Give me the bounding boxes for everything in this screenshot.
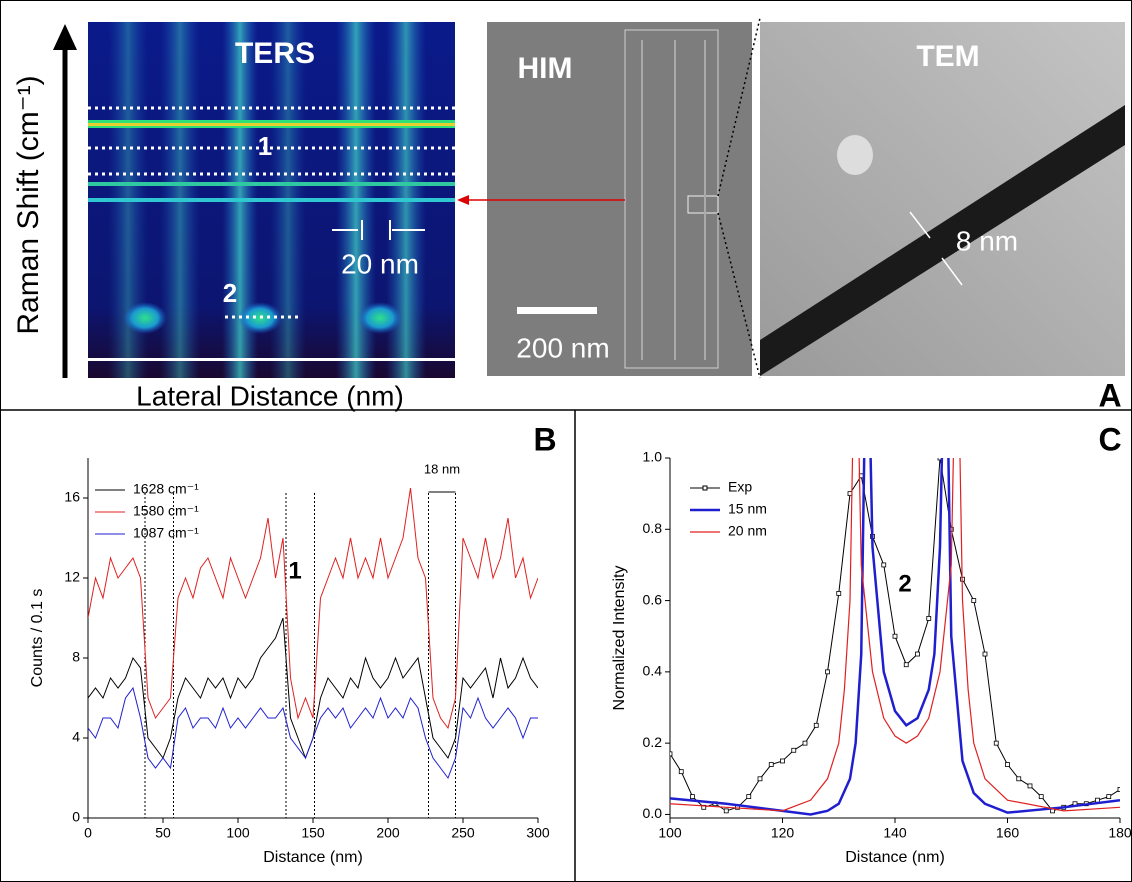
x-tick-label: 100 bbox=[226, 825, 250, 841]
legend-label: 1087 cm⁻¹ bbox=[133, 525, 199, 541]
x-tick-label: 100 bbox=[658, 825, 682, 841]
zoom-lines bbox=[717, 17, 761, 379]
axis-arrow-head bbox=[53, 24, 77, 50]
data-point bbox=[1106, 794, 1112, 800]
panel-label: C bbox=[1098, 421, 1121, 457]
series-line bbox=[670, 458, 1120, 812]
data-point bbox=[1095, 797, 1100, 803]
data-point bbox=[780, 758, 785, 764]
data-point bbox=[1038, 794, 1044, 800]
data-point bbox=[993, 740, 999, 746]
legend-label: 20 nm bbox=[728, 523, 767, 539]
y-axis-title: Raman Shift (cm⁻¹) bbox=[12, 75, 45, 334]
y-tick-label: 0.0 bbox=[643, 805, 663, 821]
region-label: 2 bbox=[223, 278, 237, 308]
y-tick-label: 0 bbox=[72, 809, 80, 825]
data-point bbox=[678, 769, 684, 775]
region-label: 1 bbox=[258, 131, 272, 161]
legend-marker bbox=[702, 485, 708, 491]
link-arrow-head bbox=[457, 195, 469, 205]
x-tick-label: 150 bbox=[301, 825, 325, 841]
data-point bbox=[1117, 787, 1120, 792]
legend-label: 1580 cm⁻¹ bbox=[133, 503, 199, 519]
y-tick-label: 12 bbox=[64, 569, 80, 585]
y-tick-label: 0.6 bbox=[643, 591, 663, 607]
panel-label: A bbox=[1098, 377, 1121, 413]
width-label: 8 nm bbox=[956, 225, 1018, 256]
data-point bbox=[802, 740, 808, 746]
series-line bbox=[670, 458, 1120, 816]
annotation: 2 bbox=[898, 570, 911, 597]
y-tick-label: 8 bbox=[72, 649, 80, 665]
data-point bbox=[892, 633, 898, 639]
ters-image bbox=[88, 22, 455, 378]
x-axis-title: Lateral Distance (nm) bbox=[136, 380, 404, 411]
x-axis-title: Distance (nm) bbox=[263, 849, 363, 866]
data-point bbox=[768, 762, 774, 767]
data-point bbox=[791, 747, 797, 753]
data-point bbox=[1027, 783, 1033, 789]
x-tick-label: 160 bbox=[996, 825, 1020, 841]
legend-label: Exp bbox=[728, 479, 752, 495]
him-image bbox=[487, 22, 752, 376]
y-axis-title: Counts / 0.1 s bbox=[29, 589, 46, 688]
data-point bbox=[813, 722, 819, 728]
data-point bbox=[903, 662, 909, 668]
series-line bbox=[88, 487, 538, 730]
x-axis-title: Distance (nm) bbox=[845, 849, 945, 866]
x-tick-label: 140 bbox=[883, 825, 907, 841]
tem-title: TEM bbox=[916, 40, 979, 73]
annotation: 1 bbox=[288, 557, 301, 584]
series-line bbox=[88, 686, 538, 780]
data-point bbox=[881, 562, 887, 568]
data-point bbox=[723, 808, 729, 814]
y-tick-label: 1.0 bbox=[643, 449, 663, 465]
data-point bbox=[971, 598, 977, 603]
y-tick-label: 4 bbox=[72, 729, 80, 745]
y-tick-label: 0.4 bbox=[643, 663, 663, 679]
y-tick-label: 16 bbox=[64, 489, 80, 505]
x-tick-label: 0 bbox=[84, 825, 92, 841]
scale-bar-label: 200 nm bbox=[516, 332, 609, 363]
x-tick-label: 250 bbox=[451, 825, 475, 841]
y-axis-title: Normalized Intensity bbox=[611, 566, 628, 711]
data-point bbox=[1005, 762, 1010, 767]
data-point bbox=[926, 615, 932, 621]
data-point bbox=[670, 751, 673, 757]
data-point bbox=[825, 669, 830, 675]
data-point bbox=[937, 458, 943, 461]
data-point bbox=[757, 776, 763, 782]
spacing-label: 18 nm bbox=[424, 461, 460, 476]
data-point bbox=[836, 591, 842, 596]
width-label: 20 nm bbox=[341, 248, 419, 279]
panel-label: B bbox=[533, 421, 556, 457]
x-tick-label: 200 bbox=[376, 825, 400, 841]
x-tick-label: 300 bbox=[526, 825, 550, 841]
legend-label: 1628 cm⁻¹ bbox=[133, 481, 199, 497]
data-point bbox=[746, 794, 752, 800]
y-tick-label: 0.8 bbox=[643, 520, 663, 536]
data-point bbox=[690, 794, 695, 800]
data-point bbox=[1016, 776, 1022, 782]
ters-title: TERS bbox=[235, 37, 315, 70]
data-point bbox=[982, 651, 988, 657]
data-point bbox=[915, 651, 920, 657]
tem-image bbox=[760, 22, 1125, 376]
x-tick-label: 50 bbox=[155, 825, 171, 841]
legend-label: 15 nm bbox=[728, 501, 767, 517]
x-tick-label: 120 bbox=[771, 825, 795, 841]
him-title: HIM bbox=[518, 52, 573, 85]
y-tick-label: 0.2 bbox=[643, 734, 663, 750]
x-tick-label: 180 bbox=[1108, 825, 1132, 841]
